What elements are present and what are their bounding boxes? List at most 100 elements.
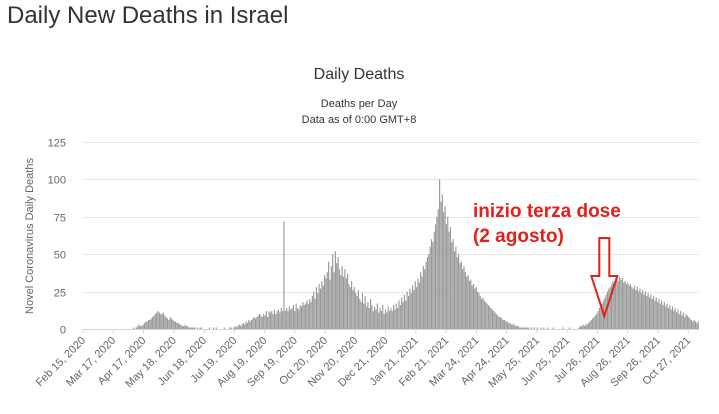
bar <box>654 300 656 329</box>
bar <box>527 327 529 329</box>
bar <box>472 284 475 329</box>
bar <box>433 231 435 329</box>
bar <box>617 281 619 329</box>
bar <box>168 320 170 329</box>
bar <box>188 327 190 329</box>
bar <box>150 318 152 329</box>
bar <box>444 206 446 329</box>
y-tick-label: 0 <box>60 325 66 337</box>
bar <box>143 323 146 329</box>
bar <box>523 327 525 329</box>
bar <box>407 296 410 329</box>
bar <box>517 326 519 329</box>
bar <box>158 312 160 329</box>
bar <box>387 306 389 329</box>
bar <box>673 311 675 329</box>
bar <box>137 326 139 329</box>
bar <box>494 312 496 329</box>
bar <box>173 321 175 329</box>
bar <box>629 284 632 329</box>
bar <box>361 293 364 329</box>
bar <box>443 212 445 329</box>
bar <box>486 303 488 329</box>
bar <box>296 308 299 329</box>
bar <box>651 299 653 329</box>
bar <box>322 285 324 329</box>
bars <box>133 179 699 329</box>
bar <box>493 311 495 329</box>
bar <box>282 311 284 329</box>
bar <box>349 287 351 329</box>
bar <box>329 279 331 329</box>
bar <box>254 318 257 329</box>
bar <box>417 278 419 329</box>
bar <box>634 285 636 329</box>
bar <box>587 323 590 329</box>
bar <box>376 303 378 329</box>
bar <box>677 309 679 329</box>
bar <box>466 276 468 329</box>
bar <box>509 323 511 329</box>
bar <box>471 285 473 329</box>
bar <box>286 308 288 329</box>
bar <box>643 294 645 329</box>
bar <box>689 318 691 329</box>
bar <box>432 242 434 329</box>
chart-subtitle-2: Data as of 0:00 GMT+8 <box>302 114 417 126</box>
bar <box>212 327 215 329</box>
bar <box>309 299 311 329</box>
bar <box>388 311 391 329</box>
bar <box>233 327 235 329</box>
annotation-line-2: (2 agosto) <box>473 226 564 247</box>
bar <box>352 290 354 329</box>
bar <box>536 327 538 329</box>
bar <box>230 327 232 329</box>
bar <box>338 269 341 329</box>
bar <box>524 327 526 329</box>
bar <box>238 324 240 329</box>
bar <box>180 324 182 329</box>
bar <box>410 293 412 329</box>
bar <box>644 291 646 329</box>
bar <box>298 309 300 329</box>
bar <box>330 266 332 329</box>
bar <box>355 293 357 329</box>
bar <box>590 320 592 329</box>
bar <box>674 308 676 329</box>
bar <box>425 261 427 329</box>
bar <box>601 303 603 329</box>
bar <box>655 297 657 329</box>
bar <box>449 227 452 329</box>
bar <box>533 327 535 329</box>
bar <box>684 317 686 329</box>
bar <box>367 302 369 329</box>
bar <box>277 309 280 329</box>
bar <box>669 305 671 329</box>
bar <box>540 327 542 329</box>
bar <box>288 306 290 329</box>
annotation-arrow <box>589 237 619 320</box>
y-tick-label: 25 <box>54 288 66 300</box>
bar <box>351 281 353 329</box>
bar <box>650 294 652 329</box>
bar <box>665 306 667 329</box>
bar <box>594 315 596 329</box>
bar <box>272 314 274 329</box>
bar <box>253 317 255 329</box>
bar <box>133 327 135 329</box>
bar <box>166 318 169 329</box>
bar <box>184 324 186 329</box>
bar <box>578 327 580 329</box>
y-tick-label: 75 <box>54 213 66 225</box>
bar <box>586 324 588 329</box>
bar <box>621 278 623 329</box>
bar <box>642 290 644 329</box>
bar <box>657 302 659 329</box>
page-title: Daily New Deaths in Israel <box>7 2 289 29</box>
bar <box>489 306 491 329</box>
bar <box>284 311 286 329</box>
bar <box>141 326 143 329</box>
bar <box>252 318 254 329</box>
bar <box>615 279 617 329</box>
